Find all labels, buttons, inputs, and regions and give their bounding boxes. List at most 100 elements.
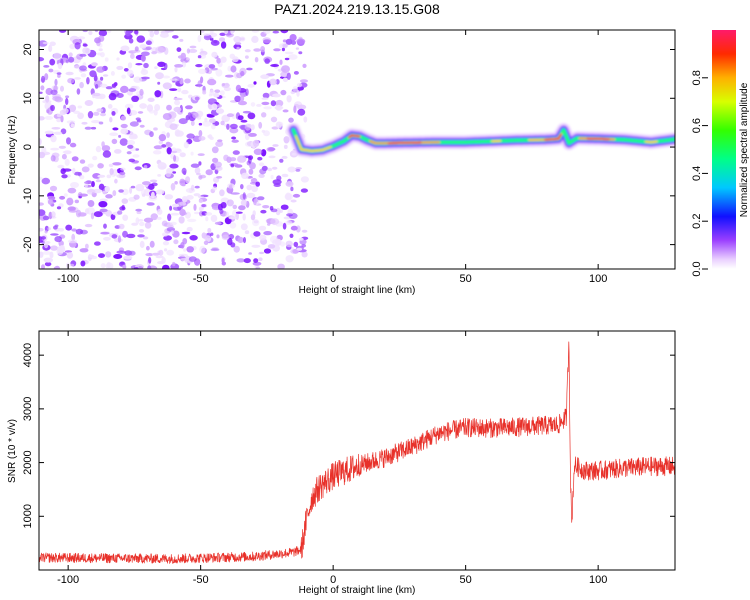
noise-blob (116, 65, 124, 70)
snr-y-label: SNR (10 * v/v) (7, 419, 18, 483)
noise-blob (50, 245, 59, 251)
noise-blob (147, 265, 158, 269)
noise-blob (66, 120, 76, 124)
noise-blob (135, 208, 143, 212)
noise-blob (212, 157, 219, 163)
noise-blob (68, 52, 73, 57)
noise-blob (106, 261, 111, 268)
noise-blob (226, 156, 232, 163)
noise-blob (91, 62, 98, 67)
noise-blob (258, 257, 263, 262)
noise-blob (287, 166, 296, 173)
noise-blob (131, 95, 140, 103)
noise-blob (295, 47, 299, 50)
noise-blob (169, 123, 178, 130)
noise-blob (209, 89, 215, 96)
noise-blob (285, 255, 294, 263)
noise-blob (174, 100, 181, 106)
noise-blob (105, 210, 113, 217)
noise-blob (102, 74, 109, 77)
noise-blob (229, 222, 237, 229)
noise-blob (59, 109, 67, 115)
noise-blob (181, 196, 188, 203)
noise-blob (120, 115, 126, 121)
noise-blob (49, 185, 58, 192)
noise-blob (187, 112, 192, 117)
noise-blob (100, 112, 106, 117)
noise-blob (155, 189, 165, 195)
noise-blob (201, 204, 206, 208)
noise-blob (133, 76, 142, 83)
noise-blob (286, 213, 293, 217)
noise-blob (66, 137, 71, 145)
noise-blob (130, 185, 136, 189)
noise-blob (187, 218, 197, 223)
x-tick-label: -50 (193, 574, 209, 586)
noise-blob (183, 141, 189, 149)
noise-blob (257, 196, 265, 201)
spectrogram-x-ticks: -100 -50 0 50 100 (57, 30, 607, 285)
noise-blob (185, 176, 191, 184)
noise-blob (84, 126, 92, 130)
noise-blob (126, 107, 131, 115)
noise-blob (95, 145, 102, 153)
noise-blob (109, 132, 119, 136)
x-tick-label: 0 (330, 273, 336, 285)
noise-blob (81, 121, 88, 125)
noise-blob (279, 241, 286, 247)
noise-blob (120, 123, 128, 129)
noise-blob (149, 30, 155, 38)
noise-blob (111, 173, 116, 178)
noise-blob (176, 47, 182, 52)
noise-blob (135, 217, 140, 225)
noise-blob (134, 166, 142, 171)
noise-blob (139, 124, 145, 128)
noise-blob (280, 204, 289, 210)
noise-blob (164, 47, 169, 55)
noise-blob (291, 152, 297, 156)
noise-blob (39, 91, 43, 95)
noise-blob (198, 130, 203, 137)
noise-blob (188, 256, 197, 262)
ridge-peak (544, 133, 563, 141)
noise-blob (230, 163, 235, 168)
noise-blob (172, 171, 177, 174)
noise-blob (205, 169, 213, 176)
noise-blob (98, 48, 103, 52)
noise-blob (250, 177, 258, 184)
noise-blob (137, 219, 144, 222)
noise-blob (51, 127, 61, 130)
noise-blob (56, 118, 62, 123)
noise-blob (200, 30, 205, 33)
noise-blob (151, 51, 158, 55)
noise-blob (50, 89, 58, 96)
noise-blob (110, 71, 115, 76)
noise-blob (58, 145, 66, 149)
noise-blob (39, 116, 45, 121)
y-tick-label: 3000 (22, 397, 34, 421)
noise-blob (198, 122, 203, 126)
y-tick-label: -20 (22, 237, 34, 253)
noise-blob (258, 173, 265, 178)
noise-blob (98, 121, 104, 125)
noise-blob (194, 185, 200, 189)
noise-blob (47, 195, 56, 201)
noise-blob (214, 221, 222, 225)
noise-blob (159, 32, 169, 38)
noise-blob (281, 47, 285, 52)
noise-blob (92, 92, 101, 97)
noise-blob (157, 81, 161, 85)
noise-blob (131, 222, 139, 226)
noise-blob (233, 245, 240, 253)
noise-blob (65, 95, 70, 98)
noise-blob (142, 236, 149, 240)
noise-blob (277, 263, 285, 269)
noise-blob (281, 65, 290, 73)
noise-blob (128, 88, 137, 92)
noise-blob (262, 30, 271, 35)
noise-blob (249, 162, 256, 170)
noise-blob (71, 228, 77, 232)
noise-blob (238, 100, 247, 106)
noise-blob (67, 206, 76, 211)
noise-blob (139, 103, 148, 109)
